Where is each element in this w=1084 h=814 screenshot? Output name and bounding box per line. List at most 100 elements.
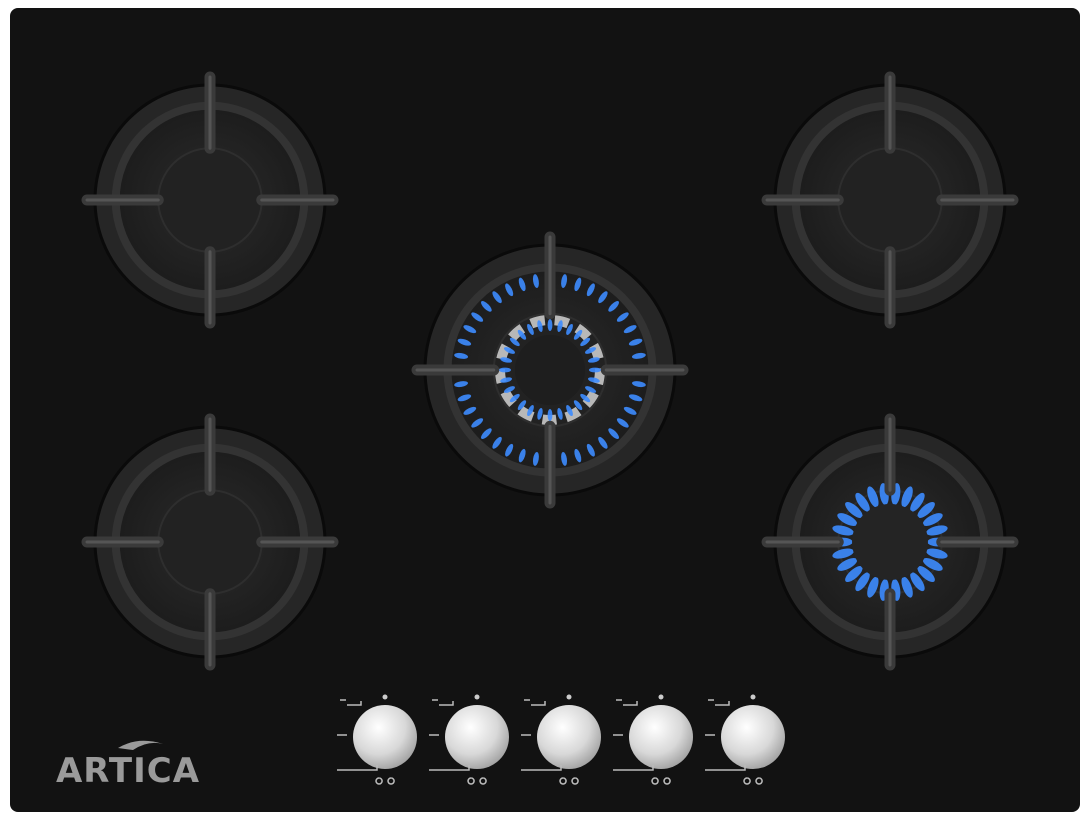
flame <box>505 443 514 457</box>
flame <box>901 576 913 598</box>
flame <box>867 486 879 508</box>
flame <box>628 338 643 346</box>
flame <box>509 337 520 347</box>
knob-dot <box>658 694 664 700</box>
flame <box>623 325 637 334</box>
flame <box>561 451 568 466</box>
flame <box>616 418 629 428</box>
knob-dot <box>474 694 480 700</box>
knob-body <box>445 705 509 769</box>
flame <box>505 283 514 297</box>
knob-body <box>537 705 601 769</box>
burner <box>81 413 339 671</box>
burner <box>81 71 339 329</box>
burner <box>761 413 1019 671</box>
flame <box>532 274 539 289</box>
flame <box>855 572 870 592</box>
flame <box>471 418 484 428</box>
flame <box>532 451 539 466</box>
flame <box>580 393 591 403</box>
flame <box>922 558 943 571</box>
flame <box>557 407 563 420</box>
flame <box>463 406 477 415</box>
flame <box>867 576 879 598</box>
flame <box>500 357 513 363</box>
flame <box>457 394 472 402</box>
knob-scale <box>705 699 746 771</box>
burner-cap <box>157 489 263 595</box>
flame <box>623 406 637 415</box>
knob-icon <box>467 777 487 785</box>
inner-cap <box>515 335 585 405</box>
knob-scale <box>521 699 562 771</box>
flame <box>608 301 619 312</box>
flame <box>517 400 527 411</box>
knob-dot <box>382 694 388 700</box>
flame <box>457 338 472 346</box>
flame <box>500 377 513 383</box>
flame <box>587 377 600 383</box>
flame <box>587 357 600 363</box>
flame <box>471 312 484 322</box>
flame <box>901 486 913 508</box>
flame <box>518 448 526 463</box>
flame <box>586 283 595 297</box>
flame <box>837 513 858 526</box>
knob-dot <box>566 694 572 700</box>
flame <box>926 525 948 536</box>
flame <box>547 319 553 331</box>
flame <box>631 381 646 388</box>
flame <box>454 352 469 359</box>
flame <box>855 492 870 512</box>
flame <box>537 407 543 420</box>
flame <box>926 548 948 559</box>
flame <box>598 436 608 449</box>
burner-cap <box>157 147 263 253</box>
flame <box>574 448 582 463</box>
brand-name: ARTICA <box>56 751 200 791</box>
knob <box>337 694 417 785</box>
flame <box>527 323 534 335</box>
flame <box>832 525 854 536</box>
knob-dot <box>750 694 756 700</box>
flame <box>499 367 511 373</box>
flame <box>586 443 595 457</box>
knob <box>521 694 601 785</box>
flame <box>566 405 573 417</box>
flame <box>509 393 520 403</box>
flame <box>917 566 935 583</box>
flame <box>910 492 925 512</box>
knob-icon <box>375 777 395 785</box>
flame <box>845 566 863 583</box>
flame <box>503 386 515 393</box>
flame <box>589 367 601 373</box>
logo-swoosh <box>118 740 163 750</box>
control-knobs <box>337 694 785 785</box>
flame <box>518 277 526 292</box>
flame <box>492 291 502 304</box>
flame <box>566 323 573 335</box>
knob <box>613 694 693 785</box>
flame <box>580 337 591 347</box>
knob-icon <box>559 777 579 785</box>
knob-body <box>353 705 417 769</box>
burner-cap <box>837 147 943 253</box>
burner <box>411 231 689 509</box>
flame <box>573 329 583 340</box>
flame <box>598 291 608 304</box>
knob-scale <box>429 699 470 771</box>
knob <box>705 694 785 785</box>
flame <box>517 329 527 340</box>
brand-logo: ARTICA <box>56 740 200 791</box>
flame <box>585 347 597 354</box>
flame <box>463 325 477 334</box>
flame <box>832 548 854 559</box>
knob-scale <box>337 699 378 771</box>
knob-scale <box>613 699 654 771</box>
knob-icon <box>743 777 763 785</box>
knob-body <box>629 705 693 769</box>
flame <box>557 320 563 333</box>
flame <box>454 381 469 388</box>
flame <box>585 386 597 393</box>
